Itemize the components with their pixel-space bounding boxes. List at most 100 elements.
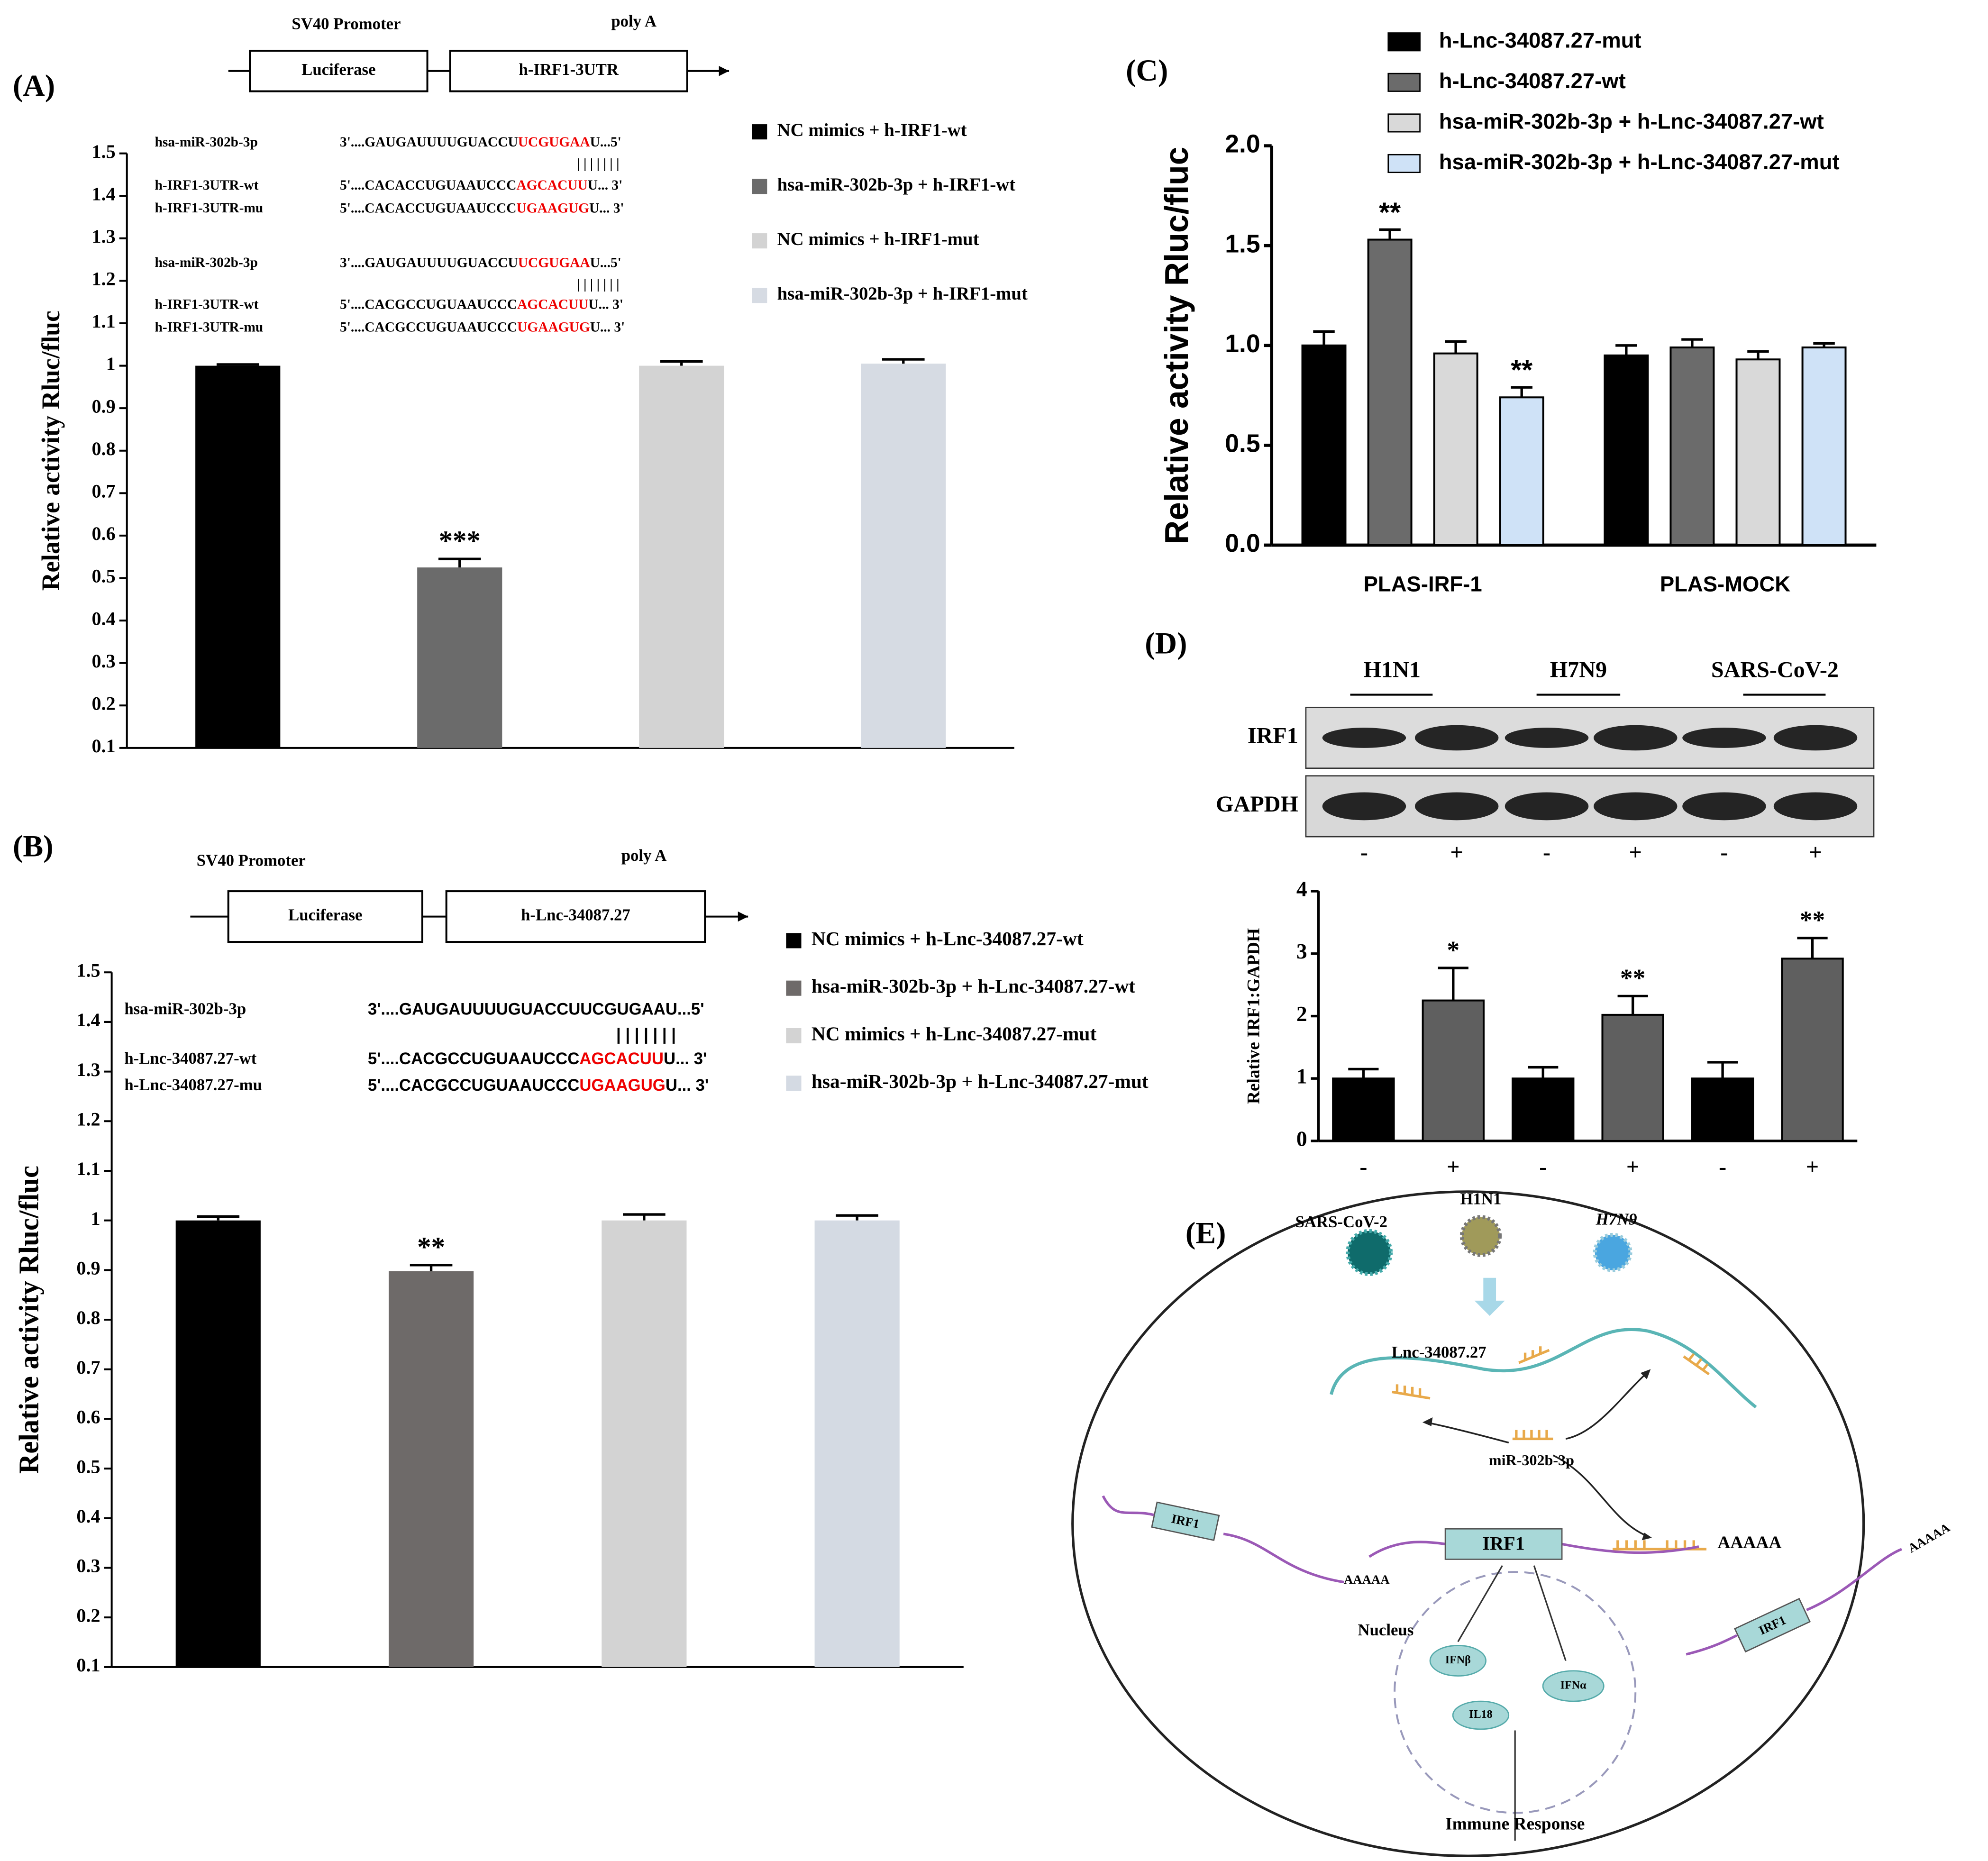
y-tick-label: 0.8 xyxy=(92,438,116,459)
blot-band xyxy=(1414,725,1499,751)
y-tick-label: 1.2 xyxy=(92,268,116,290)
y-tick-label: 1 xyxy=(106,353,116,374)
error-bar xyxy=(1511,386,1532,398)
blot-group: H1N1 xyxy=(1364,657,1421,682)
y-tick-label: 3 xyxy=(1296,939,1307,963)
legend-swatch xyxy=(786,933,802,949)
construct-label: h-Lnc-34087.27 xyxy=(521,906,630,924)
bar xyxy=(639,365,724,748)
sequence-part: UCGUGAA xyxy=(518,255,591,270)
y-tick-label: 1.4 xyxy=(92,183,116,204)
error-bar xyxy=(836,1214,878,1221)
y-tick-label: 0.7 xyxy=(92,481,116,502)
y-tick-label: 1.5 xyxy=(76,959,100,981)
construct-box xyxy=(449,49,688,92)
panel-label: (C) xyxy=(1126,54,1168,87)
lane-label: - xyxy=(1720,840,1728,865)
error-bar xyxy=(1313,330,1335,346)
y-tick-label: 1.2 xyxy=(76,1109,100,1130)
error-bar xyxy=(1348,1067,1379,1079)
significance: ** xyxy=(1800,906,1825,934)
sequence-part: U... 3' xyxy=(589,201,624,216)
lane-label: + xyxy=(1629,840,1642,865)
mrna xyxy=(1686,1548,1902,1656)
y-tick-label: 4 xyxy=(1296,877,1307,901)
output-label: Immune Response xyxy=(1445,1815,1585,1834)
bar xyxy=(814,1220,900,1667)
virus-label: H7N9 xyxy=(1596,1210,1637,1228)
y-tick-label: 1 xyxy=(91,1208,100,1229)
sequence-part: 5'....CACGCCUGUAAUCCC xyxy=(368,1076,580,1095)
y-tick-label: 0.3 xyxy=(76,1555,100,1577)
legend-swatch xyxy=(1387,73,1421,92)
y-tick-label: 0 xyxy=(1296,1126,1307,1150)
x-tick-label: - xyxy=(1719,1154,1726,1179)
y-tick-label: 0.5 xyxy=(76,1456,100,1477)
bar xyxy=(175,1220,261,1667)
bar xyxy=(1422,999,1485,1142)
cytokine-label: IFNβ xyxy=(1445,1654,1471,1666)
legend-label: NC mimics + h-IRF1-mut xyxy=(777,229,979,249)
blot-band xyxy=(1414,792,1499,821)
error-bar xyxy=(1681,338,1703,347)
alignment-label: h-IRF1-3UTR-mu xyxy=(155,201,264,216)
alignment-sequence: 5'....CACGCCUGUAAUCCCUGAAGUGU... 3' xyxy=(340,319,625,335)
alignment-label: h-IRF1-3UTR-wt xyxy=(155,297,259,312)
sequence-part: 5'....CACGCCUGUAAUCCC xyxy=(368,1050,580,1068)
panel-label: (B) xyxy=(13,830,54,863)
sequence-part: UGAAGUG xyxy=(516,201,589,216)
cytokine-label: IFNα xyxy=(1560,1679,1587,1691)
lnc-label: Lnc-34087.27 xyxy=(1392,1343,1486,1361)
legend-swatch xyxy=(1387,32,1421,52)
legend-label: hsa-miR-302b-3p + h-Lnc-34087.27-mut xyxy=(1439,150,1840,174)
alignment-sequence: | | | | | | | xyxy=(577,156,619,171)
arrows xyxy=(1457,1565,1567,1841)
legend-label: hsa-miR-302b-3p + h-Lnc-34087.27-wt xyxy=(1439,109,1824,133)
y-tick-label: 0.5 xyxy=(1225,430,1260,458)
legend-label: NC mimics + h-Lnc-34087.27-wt xyxy=(812,928,1084,949)
blot-band xyxy=(1322,728,1406,748)
significance: *** xyxy=(439,526,481,556)
y-axis-label: Relative activity Rluc/fluc xyxy=(36,310,65,591)
sequence-part: U... 3' xyxy=(588,178,623,193)
y-tick-label: 1.1 xyxy=(76,1158,100,1179)
y-tick-label: 0.8 xyxy=(76,1307,100,1328)
significance: ** xyxy=(1620,964,1645,993)
y-axis-label: Relative activity Rluc/fluc xyxy=(1158,147,1195,544)
sequence-part: AGCACUU xyxy=(517,297,588,312)
promoter-label: SV40 Promoter xyxy=(292,14,401,33)
y-tick-label: 0.2 xyxy=(76,1605,100,1626)
legend-label: NC mimics + h-Lnc-34087.27-mut xyxy=(812,1022,1097,1044)
error-bar xyxy=(1813,342,1835,347)
promoter-label: SV40 Promoter xyxy=(197,851,306,870)
blot-group: SARS-CoV-2 xyxy=(1711,657,1839,682)
alignment-label: hsa-miR-302b-3p xyxy=(155,255,258,270)
y-tick-label: 1.3 xyxy=(92,226,116,247)
bar xyxy=(388,1271,474,1667)
construct-box xyxy=(249,49,429,92)
error-bar xyxy=(1747,350,1769,360)
legend-label: hsa-miR-302b-3p + h-Lnc-34087.27-wt xyxy=(812,975,1135,997)
y-tick-label: 0.9 xyxy=(92,395,116,417)
sequence-part: 3'....GAUGAUUUUGUACCU xyxy=(340,135,518,150)
error-bar xyxy=(882,358,925,364)
blot-band xyxy=(1773,725,1858,751)
bar xyxy=(417,567,502,748)
cytokine xyxy=(1429,1645,1486,1677)
y-tick-label: 0.4 xyxy=(92,608,116,629)
polya-label: poly A xyxy=(611,12,657,30)
sequence-part: 3'....GAUGAUUUUGUACCUUCGUGAAU...5' xyxy=(368,1001,704,1019)
alignment-sequence: | | | | | | | xyxy=(577,276,619,292)
error-bar xyxy=(410,1264,453,1271)
error-bar xyxy=(623,1213,666,1221)
cytokine xyxy=(1452,1700,1510,1730)
bar xyxy=(1367,238,1413,546)
legend-label: h-Lnc-34087.27-mut xyxy=(1439,28,1641,52)
construct-arrow xyxy=(719,66,730,76)
y-tick-label: 1.5 xyxy=(1225,230,1260,258)
bar xyxy=(195,365,281,748)
legend-label: hsa-miR-302b-3p + h-IRF1-wt xyxy=(777,174,1015,195)
diagram-text: (E) SARS-CoV-2 H1N1 H7N9 Lnc-34087.27 mi… xyxy=(1170,1190,1952,1834)
y-tick-label: 0.6 xyxy=(76,1406,100,1428)
alignment-label: h-IRF1-3UTR-mu xyxy=(155,319,264,335)
